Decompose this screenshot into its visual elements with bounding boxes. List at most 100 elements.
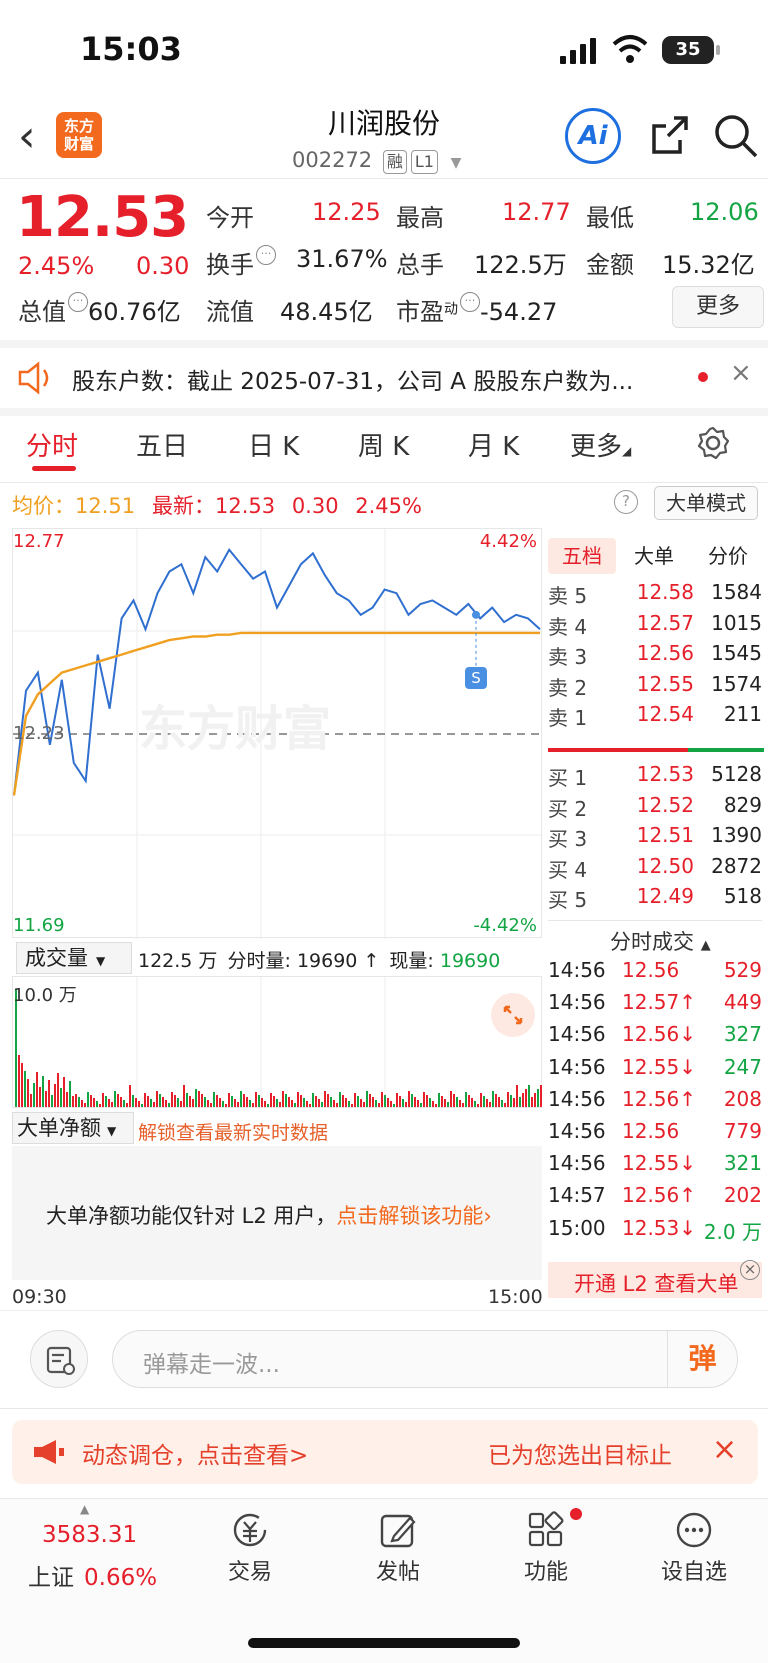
volume-bar bbox=[216, 1095, 218, 1107]
tick-price: 12.56↑ bbox=[622, 1183, 697, 1208]
info-icon[interactable]: ··· bbox=[256, 245, 276, 265]
open-value: 12.25 bbox=[312, 198, 381, 226]
change-pct: 2.45% bbox=[18, 252, 95, 280]
promo-left-text: 动态调仓，点击查看> bbox=[82, 1443, 309, 1469]
ask-volume: 1584 bbox=[711, 580, 762, 604]
back-button[interactable]: ‹ bbox=[18, 111, 36, 162]
close-icon[interactable]: × bbox=[730, 358, 752, 388]
tab-weekly-k[interactable]: 周 K bbox=[358, 432, 410, 462]
nav-functions[interactable]: 功能 bbox=[486, 1508, 606, 1586]
sell-marker[interactable]: S bbox=[465, 667, 487, 689]
ask-volume: 1545 bbox=[711, 641, 762, 666]
tab-5day[interactable]: 五日 bbox=[136, 432, 189, 462]
ai-button[interactable]: Ai bbox=[565, 108, 621, 164]
ask-row[interactable]: 卖 4 12.57 1015 bbox=[548, 611, 762, 643]
volume-bar bbox=[141, 1104, 143, 1107]
search-icon[interactable] bbox=[712, 112, 760, 160]
nav-post[interactable]: 发帖 bbox=[338, 1510, 458, 1586]
volume-bar bbox=[369, 1094, 371, 1107]
volume-bar bbox=[444, 1099, 446, 1107]
volume-bar bbox=[495, 1094, 497, 1107]
info-icon[interactable]: ··· bbox=[460, 292, 480, 312]
volume-selector[interactable]: 成交量 ▼ bbox=[16, 942, 132, 974]
volume-bar bbox=[402, 1099, 404, 1107]
gear-icon[interactable] bbox=[696, 426, 730, 460]
tab-big-orders[interactable]: 大单 bbox=[634, 544, 674, 568]
nav-post-label: 发帖 bbox=[375, 1560, 420, 1585]
volume-bar bbox=[300, 1095, 302, 1107]
volume-bar bbox=[453, 1094, 455, 1107]
volume-bar bbox=[396, 1093, 398, 1107]
big-order-mode-button[interactable]: 大单模式 bbox=[654, 486, 758, 520]
volume-bar bbox=[405, 1102, 407, 1107]
tab-more-label: 更多 bbox=[570, 432, 623, 462]
volume-bar bbox=[456, 1097, 458, 1107]
bid-row[interactable]: 买 1 12.53 5128 bbox=[548, 762, 762, 794]
volume-bar bbox=[165, 1100, 167, 1107]
tab-monthly-k[interactable]: 月 K bbox=[468, 432, 520, 462]
volume-bar bbox=[336, 1103, 338, 1107]
close-icon[interactable]: × bbox=[712, 1432, 738, 1467]
bid-row[interactable]: 买 3 12.51 1390 bbox=[548, 823, 762, 855]
volume-bar bbox=[534, 1093, 536, 1107]
volume-bar bbox=[204, 1097, 206, 1107]
danmu-settings-icon[interactable] bbox=[30, 1330, 88, 1388]
ticks-title[interactable]: 分时成交 ▲ bbox=[610, 926, 711, 956]
volume-bar bbox=[339, 1092, 341, 1107]
volume-bar bbox=[156, 1091, 158, 1107]
unlock-link[interactable]: 点击解锁该功能 bbox=[336, 1204, 484, 1228]
ask-row[interactable]: 卖 3 12.56 1545 bbox=[548, 641, 762, 673]
caret-up-icon: ▲ bbox=[80, 1502, 90, 1516]
tick-price: 12.56 bbox=[622, 1119, 680, 1143]
ask-price: 12.58 bbox=[636, 580, 694, 604]
stock-code-row[interactable]: 002272 融 L1 ▼ bbox=[292, 148, 461, 174]
share-icon[interactable] bbox=[650, 114, 690, 156]
danmu-send-button[interactable]: 弹 bbox=[667, 1331, 737, 1387]
ask-row[interactable]: 卖 1 12.54 211 bbox=[548, 702, 762, 734]
intraday-chart[interactable]: 东方财富 12.77 12.23 11.69 4.42% -4.42% S bbox=[12, 528, 543, 939]
battery-icon: 35 bbox=[662, 36, 720, 64]
notice-bar[interactable]: 股东户数：截止 2025-07-31，公司 A 股股东户数为... × bbox=[0, 348, 768, 408]
unlock-hint[interactable]: 解锁查看最新实时数据 bbox=[138, 1122, 329, 1144]
tab-intraday[interactable]: 分时 bbox=[26, 432, 79, 462]
close-icon[interactable]: × bbox=[740, 1260, 760, 1280]
index-row[interactable]: 上证 0.66% bbox=[28, 1558, 157, 1592]
tick-volume: 449 bbox=[723, 990, 762, 1015]
ask-row[interactable]: 卖 5 12.58 1584 bbox=[548, 580, 762, 612]
volume-bar bbox=[42, 1076, 44, 1107]
l2-banner[interactable]: 开通 L2 查看大单 × bbox=[548, 1260, 762, 1298]
volume-bar bbox=[498, 1097, 500, 1107]
tab-price-dist[interactable]: 分价 bbox=[708, 544, 748, 568]
nav-trade[interactable]: 交易 bbox=[190, 1510, 310, 1586]
tab-five-levels[interactable]: 五档 bbox=[548, 538, 616, 574]
volume-bar bbox=[426, 1095, 428, 1107]
y-mid-label: 12.23 bbox=[13, 723, 65, 744]
ask-row[interactable]: 卖 2 12.55 1574 bbox=[548, 672, 762, 704]
danmu-input[interactable]: 弹幕走一波... 弹 bbox=[112, 1330, 738, 1388]
promo-banner[interactable]: 动态调仓，点击查看> 已为您选出目标止 × bbox=[12, 1420, 758, 1484]
tick-row: 14:56 12.56 529 bbox=[548, 958, 762, 992]
index-value[interactable]: 3583.31 bbox=[42, 1522, 138, 1548]
volume-bar bbox=[60, 1088, 62, 1107]
bid-label: 买 5 bbox=[548, 888, 588, 913]
more-button[interactable]: 更多 bbox=[672, 286, 764, 328]
volume-bar bbox=[348, 1101, 350, 1107]
bid-volume: 829 bbox=[723, 792, 762, 817]
volume-bar bbox=[54, 1084, 56, 1107]
big-order-selector[interactable]: 大单净额 ▼ bbox=[12, 1112, 134, 1144]
bid-row[interactable]: 买 2 12.52 829 bbox=[548, 793, 762, 825]
tab-more[interactable]: 更多◢ bbox=[570, 426, 631, 463]
tab-daily-k[interactable]: 日 K bbox=[248, 432, 300, 462]
nav-watchlist[interactable]: 设自选 bbox=[634, 1510, 754, 1586]
help-icon[interactable]: ? bbox=[614, 490, 638, 514]
volume-chart[interactable]: 10.0 万 bbox=[12, 976, 542, 1109]
bid-row[interactable]: 买 4 12.50 2872 bbox=[548, 854, 762, 886]
volume-bar bbox=[378, 1103, 380, 1107]
volume-bar bbox=[27, 1079, 29, 1107]
bid-row[interactable]: 买 5 12.49 518 bbox=[548, 884, 762, 916]
tick-price: 12.55↓ bbox=[622, 1151, 697, 1176]
stock-code: 002272 bbox=[292, 148, 373, 172]
info-icon[interactable]: ··· bbox=[68, 292, 88, 312]
expand-icon[interactable] bbox=[491, 993, 535, 1037]
marker-dot bbox=[472, 610, 480, 619]
